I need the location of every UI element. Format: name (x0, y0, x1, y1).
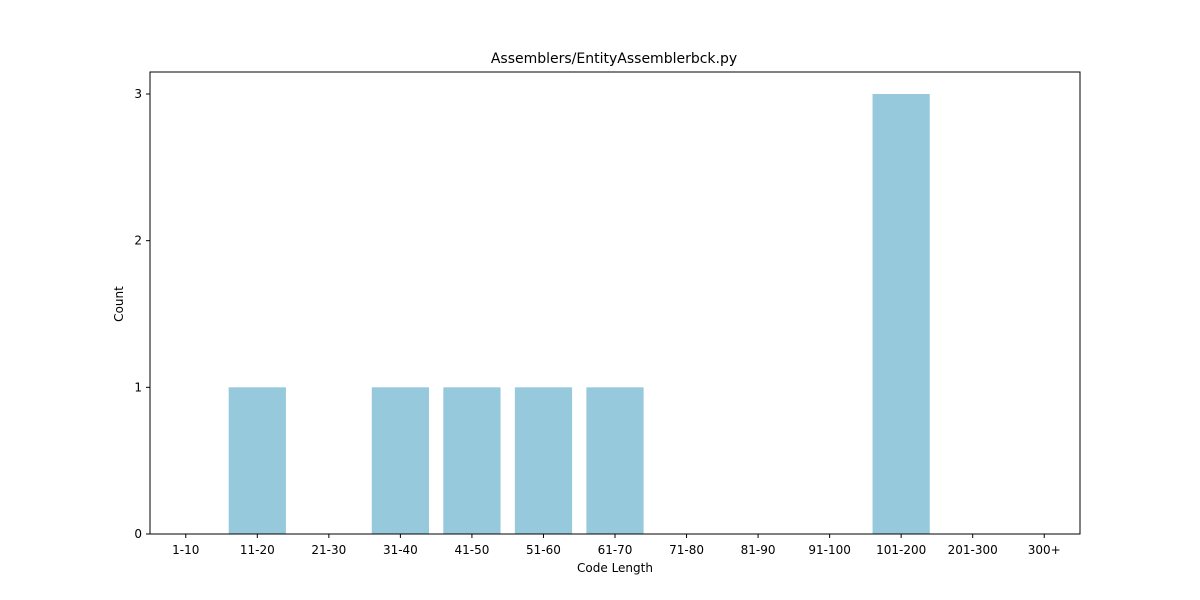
y-tick-label: 3 (134, 87, 142, 101)
x-tick-label: 300+ (1028, 543, 1061, 557)
x-tick-label: 31-40 (383, 543, 418, 557)
bar-51-60 (514, 387, 573, 534)
bar-41-50 (443, 387, 501, 534)
y-axis-ticks: 0 1 2 3 (134, 87, 150, 541)
x-tick-label: 61-70 (598, 543, 633, 557)
x-tick-label: 1-10 (172, 543, 199, 557)
x-axis-label: Code Length (577, 561, 653, 575)
bars-group (228, 94, 930, 534)
bar-31-40 (371, 387, 429, 534)
plot-frame (149, 71, 1081, 535)
y-tick-label: 0 (134, 527, 142, 541)
chart-title: Assemblers/EntityAssemblerbck.py (491, 51, 737, 67)
x-tick-label: 21-30 (311, 543, 346, 557)
y-tick-label: 1 (134, 380, 142, 394)
x-tick-label: 81-90 (741, 543, 776, 557)
x-tick-label: 41-50 (454, 543, 489, 557)
x-tick-label: 101-200 (876, 543, 926, 557)
y-tick-label: 2 (134, 234, 142, 248)
x-tick-label: 11-20 (240, 543, 275, 557)
x-tick-label: 51-60 (526, 543, 561, 557)
bar-11-20 (228, 387, 286, 534)
x-axis-ticks: 1-10 11-20 21-30 31-40 41-50 51-60 61-70 71-80 8… (172, 534, 1061, 557)
bar-101-200 (872, 94, 930, 534)
y-axis-label: Count (112, 286, 126, 322)
x-tick-label: 201-300 (948, 543, 998, 557)
x-tick-label: 71-80 (669, 543, 704, 557)
x-tick-label: 91-100 (808, 543, 851, 557)
bar-61-70 (586, 387, 644, 534)
